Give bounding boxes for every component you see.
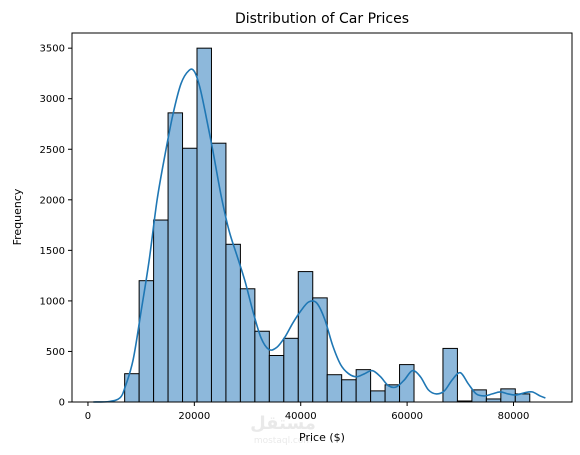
histogram-bar	[138, 280, 155, 403]
histogram-bars	[124, 47, 531, 403]
histogram-bar	[297, 271, 314, 403]
histogram-bar	[239, 288, 256, 403]
y-axis-label: Frequency	[11, 188, 24, 245]
y-tick-label: 1500	[40, 246, 65, 257]
y-tick-label: 1000	[40, 296, 65, 307]
histogram-bar	[153, 219, 169, 403]
kde-curve	[93, 68, 546, 403]
watermark: مستقل mostaql.com	[250, 413, 316, 446]
x-tick-label: 80000	[498, 411, 530, 422]
plot-frame	[71, 32, 573, 403]
watermark-text: مستقل	[250, 413, 316, 434]
y-tick-label: 3000	[40, 94, 65, 105]
x-tick-label: 0	[85, 411, 91, 422]
x-tick-label: 60000	[391, 411, 423, 422]
y-tick-label: 3500	[40, 44, 65, 55]
y-tick-label: 0	[59, 398, 65, 409]
y-axis-ticks: 0 500 1000 1500 2000 2500 3000 3500	[40, 44, 72, 409]
y-tick-label: 500	[46, 347, 65, 358]
histogram-bar	[182, 147, 198, 403]
histogram-bar	[167, 112, 184, 403]
histogram-bar	[312, 297, 328, 403]
chart-title: Distribution of Car Prices	[235, 11, 409, 27]
y-tick-label: 2500	[40, 145, 65, 156]
histogram-bar	[124, 373, 140, 403]
histogram-bar	[196, 47, 212, 403]
x-axis-label: Price ($)	[299, 431, 345, 444]
watermark-subtext: mostaql.com	[254, 436, 312, 446]
histogram-bar	[283, 337, 299, 403]
histogram-bar	[326, 374, 343, 403]
x-tick-label: 40000	[285, 411, 317, 422]
histogram-bar	[341, 379, 357, 403]
x-axis-ticks: 0 20000 40000 60000 80000	[85, 402, 530, 422]
kde-curve-group	[93, 68, 546, 403]
histogram-bar	[370, 390, 386, 403]
histogram-bar	[268, 354, 285, 403]
x-tick-label: 20000	[178, 411, 210, 422]
y-tick-label: 2000	[40, 195, 65, 206]
histogram-bar	[225, 243, 241, 403]
